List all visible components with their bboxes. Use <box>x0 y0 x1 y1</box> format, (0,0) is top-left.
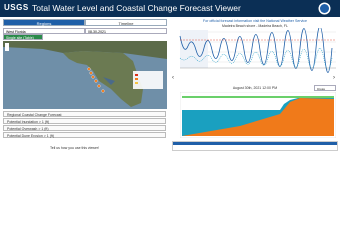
page: {"header": {"logo": "USGS", "title": "To… <box>0 0 340 151</box>
profile-time: August 30th, 2021 12:00 PM <box>232 86 278 90</box>
header: USGS Total Water Level and Coastal Chang… <box>0 0 340 17</box>
accordion-item[interactable]: Regional Coastal Change Forecast <box>3 111 166 117</box>
noaa-logo <box>318 2 331 15</box>
forecast-notice[interactable]: For official forecast information visit … <box>203 19 307 23</box>
map[interactable] <box>3 41 167 109</box>
feedback-link[interactable]: Tell us how you use this viewer! <box>50 146 100 150</box>
profile-table <box>172 141 338 151</box>
tab[interactable]: Timeline <box>85 19 167 26</box>
prev-button[interactable]: ‹ <box>172 75 174 81</box>
next-button[interactable]: › <box>333 75 335 81</box>
profile-chart <box>180 92 336 138</box>
date-select[interactable]: 08-30-2021 <box>85 28 167 34</box>
accordion-item[interactable]: Potential Overwash > 1 (ft) <box>3 125 166 131</box>
logo: USGS <box>4 3 29 12</box>
tab[interactable]: Regions <box>3 19 85 26</box>
site-name: Madeira Beach shore - Madeira Beach, FL <box>222 24 288 28</box>
accordion-item[interactable]: Potential Inundation > 1 (ft) <box>3 118 166 124</box>
region-select[interactable]: West Florida <box>3 28 85 34</box>
accordion-item[interactable]: Potential Dune Erosion > 1 (ft) <box>3 132 166 138</box>
app-title: Total Water Level and Coastal Change For… <box>32 3 241 13</box>
cross-section-button[interactable]: Cross Section <box>314 85 336 97</box>
water-level-chart <box>179 28 336 73</box>
view-button[interactable]: Single site (Table) <box>3 34 43 40</box>
